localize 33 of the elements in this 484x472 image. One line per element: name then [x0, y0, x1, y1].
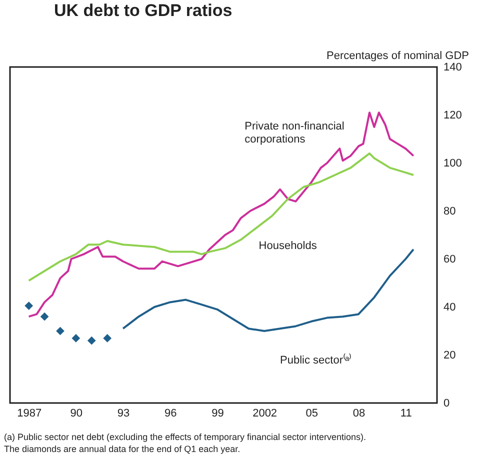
x-tick-label: 96 — [164, 408, 177, 420]
x-tick-label: 2002 — [252, 408, 278, 420]
series-label: Households — [258, 240, 318, 252]
line-series — [28, 112, 414, 318]
point — [56, 326, 64, 336]
point — [24, 302, 34, 310]
x-tick-label: 05 — [306, 408, 318, 420]
text: The diamonds are annual data for the end of Q1 each year. — [4, 444, 240, 454]
line-series — [28, 152, 414, 282]
x-tick-label: 08 — [352, 408, 366, 420]
x-tick-label: 11 — [400, 408, 412, 420]
x-tick-label: 90 — [70, 408, 83, 420]
y-axis-title: Percentages of nominal GDP — [326, 50, 469, 62]
x-tick-label: 99 — [212, 408, 224, 420]
chart-title: UK debt to GDP ratios — [54, 1, 232, 20]
y-tick-label: 120 — [444, 110, 462, 122]
x-tick-label: 93 — [117, 408, 130, 420]
point — [40, 312, 49, 321]
y-tick-label: 140 — [444, 62, 462, 74]
series-label: Private non-financial corporations — [244, 120, 344, 146]
text: (a) Public sector net debt (excluding the effects of temporary financial sector interventions). — [4, 432, 366, 442]
y-tick-label: 40 — [444, 302, 456, 314]
y-tick-label: 100 — [444, 158, 462, 170]
x-tick-label: 1987 — [17, 408, 42, 420]
y-tick-label: 60 — [444, 254, 456, 266]
y-tick-label: 0 — [444, 398, 450, 410]
line-series — [122, 248, 414, 332]
point — [103, 334, 112, 342]
text: Public sector⁽ᵃ⁾ — [280, 354, 352, 367]
point — [87, 336, 96, 345]
y-tick-label: 20 — [444, 350, 456, 362]
y-tick-label: 80 — [444, 206, 456, 218]
point — [72, 334, 80, 342]
